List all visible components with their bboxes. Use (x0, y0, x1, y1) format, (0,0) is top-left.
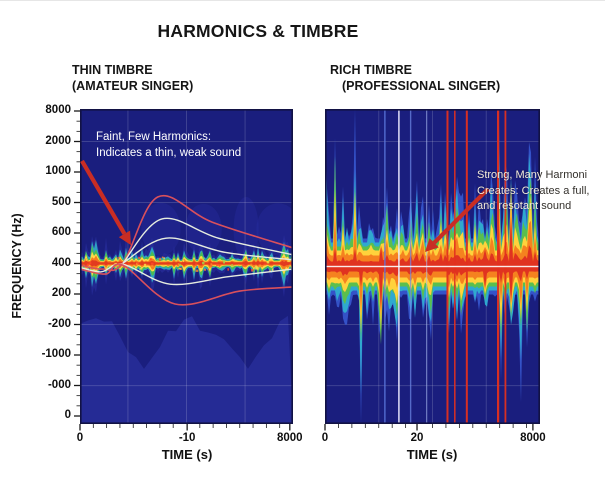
right-spectrogram (325, 109, 540, 424)
y-axis-label: FREQUENCY (Hz) (10, 213, 24, 319)
y-tick-label: -000 (47, 378, 71, 391)
left-annotation: Faint, Few Harmonics: Indicates a thin, … (96, 129, 241, 161)
right-panel-title: RICH TIMBRE (330, 63, 412, 77)
left-annotation-line1: Faint, Few Harmonics: (96, 131, 212, 143)
x-tick-label: 0 (321, 432, 329, 444)
y-tick-label: 1000 (45, 165, 71, 177)
x-tick-label: -10 (178, 432, 196, 444)
right-panel-header: RICH TIMBRE (PROFESSIONAL SINGER) (330, 62, 500, 94)
right-panel-subtitle: (PROFESSIONAL SINGER) (342, 79, 501, 93)
y-tick-label: 400 (51, 256, 71, 269)
x-tick-label: 8000 (520, 432, 546, 444)
left-panel-header: THIN TIMBRE (AMATEUR SINGER) (72, 62, 193, 94)
y-tick-label: 600 (51, 226, 71, 238)
left-annotation-line2: Indicates a thin, weak sound (96, 147, 242, 159)
y-tick-label: -1000 (41, 348, 71, 360)
left-panel-subtitle: (AMATEUR SINGER) (72, 79, 194, 93)
y-tick-label: 2000 (45, 134, 71, 147)
x-tick-label: 20 (410, 432, 424, 444)
right-annotation-dark-layer: Strong, Many Harmoni Creates: Creates a … (521, 169, 590, 212)
y-tick-label: 8000 (45, 104, 71, 116)
left-spectrogram (80, 109, 293, 424)
y-tick-label: 0 (64, 409, 71, 421)
left-x-axis-label: TIME (s) (161, 447, 213, 462)
figure-title: HARMONICS & TIMBRE (157, 21, 359, 41)
y-tick-label: 500 (51, 195, 71, 208)
right-x-axis-label: TIME (s) (406, 447, 458, 462)
x-tick-label: 8000 (277, 432, 303, 444)
y-tick-label: 200 (51, 287, 71, 299)
left-panel-title: THIN TIMBRE (72, 63, 153, 77)
x-tick-label: 0 (76, 432, 84, 444)
y-tick-label: -200 (47, 317, 71, 330)
